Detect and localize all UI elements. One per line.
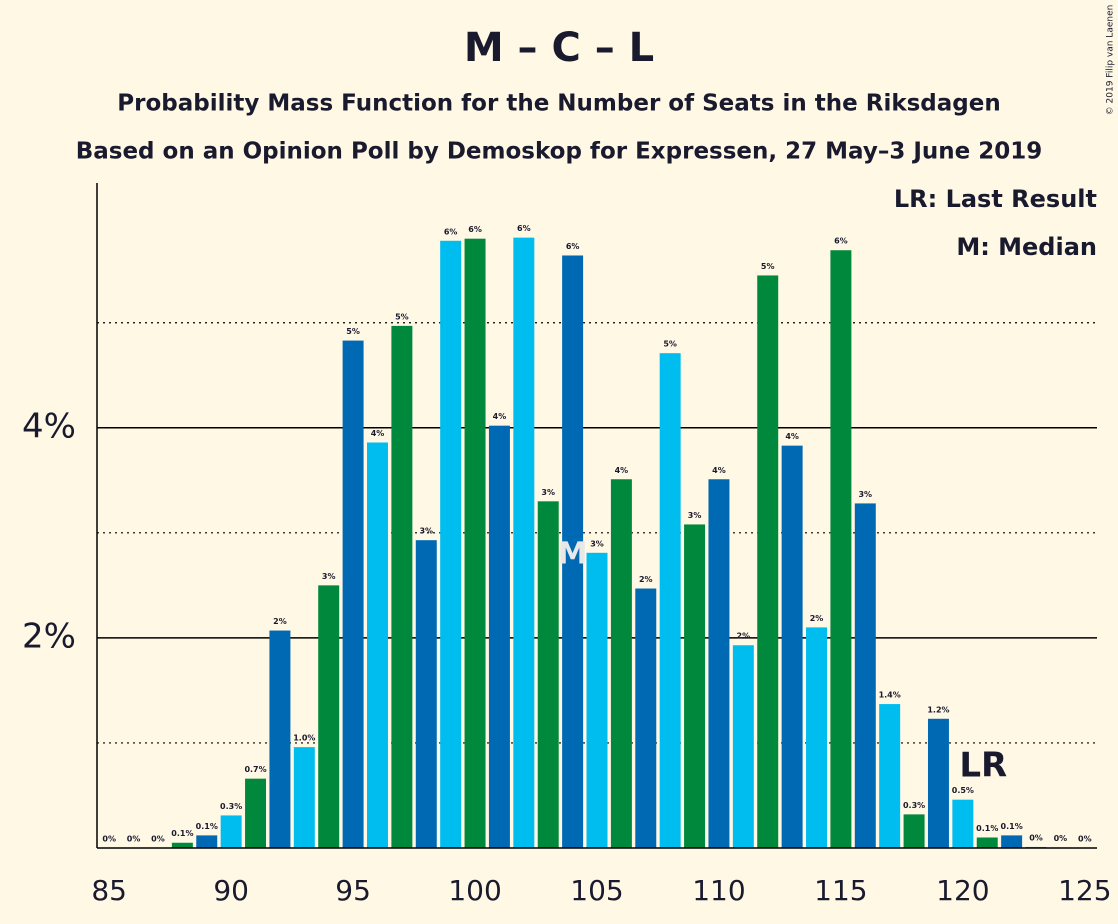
bar [610,479,632,848]
bar [952,799,974,848]
bar [586,552,608,848]
value-label: 0.3% [903,801,925,810]
bar [488,425,510,848]
value-label: 0.1% [196,822,218,831]
value-label: 1.0% [293,734,315,743]
value-label: 4% [615,466,629,475]
value-label: 3% [419,527,433,536]
copyright: © 2019 Filip van Laenen [1106,5,1116,116]
bar [562,255,584,848]
value-label: 0.3% [220,802,242,811]
value-label: 0.5% [952,786,974,795]
value-label: 2% [273,617,287,626]
value-label: 0% [151,835,165,844]
bar [879,704,901,848]
last-result-marker: LR [959,746,1007,786]
value-label: 4% [493,412,507,421]
value-label: 5% [395,312,409,321]
x-tick-label: 95 [335,874,371,907]
bar [171,842,193,848]
value-label: 0.1% [1001,822,1023,831]
value-label: 0.7% [244,765,266,774]
value-label: 1.4% [879,691,901,700]
value-label: 3% [590,539,604,548]
value-label: 0% [1054,834,1068,843]
bar [415,540,437,848]
median-marker: M [558,537,588,572]
bar [684,524,706,848]
legend-entry: M: Median [956,233,1097,261]
bar [635,588,657,848]
value-label: 0.1% [171,829,193,838]
bar [708,479,730,848]
value-label: 4% [371,429,385,438]
y-tick-label: 4% [22,406,76,446]
chart-subtitle: Based on an Opinion Poll by Demoskop for… [76,139,1043,165]
x-tick-label: 120 [936,874,989,907]
value-label: 6% [566,242,580,251]
x-tick-label: 110 [692,874,745,907]
value-label: 6% [468,225,482,234]
value-label: 1.2% [927,705,949,714]
value-label: 0% [1029,833,1043,842]
bar [1001,835,1023,848]
bar [806,627,827,848]
value-label: 4% [785,432,799,441]
bar [976,837,998,848]
chart-subtitle: Probability Mass Function for the Number… [117,91,1000,117]
bar [440,240,462,849]
value-label: 2% [737,632,751,641]
chart-title: M – C – L [464,25,654,71]
value-label: 3% [322,572,336,581]
bar [830,250,852,849]
bar [196,835,218,848]
value-label: 3% [688,511,702,520]
bar [732,645,754,848]
value-label: 5% [346,327,360,336]
bar [269,630,291,848]
value-label: 6% [517,224,531,233]
x-tick-label: 105 [570,874,623,907]
bar [513,237,535,848]
x-tick-label: 115 [814,874,867,907]
bar [757,275,779,848]
bar [367,442,388,848]
x-tick-label: 125 [1058,874,1111,907]
bar [220,815,242,848]
value-label: 6% [834,237,848,246]
value-label: 0% [102,835,116,844]
bar [903,814,925,848]
bar [342,340,364,848]
value-label: 0.1% [976,824,998,833]
x-tick-label: 90 [213,874,249,907]
value-label: 3% [541,488,555,497]
value-label: 3% [858,490,872,499]
legend-entry: LR: Last Result [894,185,1097,213]
bar [391,325,413,848]
bar [293,747,315,848]
bar [781,445,803,848]
value-label: 5% [761,262,775,271]
y-tick-label: 2% [22,616,76,656]
x-tick-label: 100 [448,874,501,907]
value-label: 2% [810,614,824,623]
bar [854,503,876,848]
bar [927,718,949,848]
bar [659,353,681,848]
bar [537,501,559,848]
value-label: 4% [712,466,726,475]
value-label: 6% [444,227,458,236]
bar [245,778,267,848]
x-tick-label: 85 [91,874,127,907]
bar [318,585,340,848]
value-label: 2% [639,575,653,584]
value-label: 0% [1078,835,1092,844]
value-label: 0% [127,835,141,844]
value-label: 5% [663,340,677,349]
bar [464,238,486,848]
